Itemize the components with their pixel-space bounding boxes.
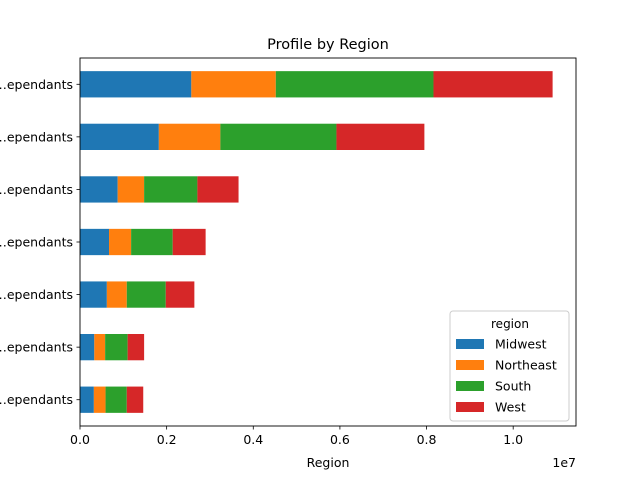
- legend-swatch-northeast: [456, 360, 484, 370]
- legend: region Midwest Northeast South West: [449, 310, 570, 422]
- x-axis-ticks: 0.0 0.2 0.4 0.6 0.8 1.0: [70, 426, 523, 447]
- bar-northeast-1: [158, 123, 221, 150]
- bar-west-3: [172, 228, 206, 256]
- bar-south-6: [105, 386, 127, 413]
- legend-items: Midwest Northeast South West: [456, 337, 557, 415]
- y-tick-label: …ependants: [0, 77, 73, 92]
- legend-label-south: South: [495, 379, 531, 394]
- bar-midwest-6: [80, 386, 94, 413]
- chart-title: Profile by Region: [267, 37, 389, 53]
- y-tick-label: …ependants: [0, 182, 73, 197]
- x-tick-label: 0.6: [330, 432, 350, 447]
- bar-south-5: [105, 334, 128, 361]
- bar-northeast-2: [117, 176, 145, 203]
- x-tick-label: 0.2: [157, 432, 177, 447]
- bar-northeast-0: [191, 71, 276, 98]
- y-axis-ticks: …ependants …ependants …ependants …ependants…: [0, 77, 80, 407]
- bar-midwest-4: [80, 281, 107, 308]
- legend-title: region: [491, 317, 529, 331]
- bar-west-1: [336, 123, 425, 150]
- plot-frame: [79, 57, 577, 427]
- x-axis-scale-label: 1e7: [552, 455, 576, 470]
- bar-northeast-3: [109, 228, 132, 256]
- bar-south-4: [126, 281, 166, 308]
- bar-south-3: [131, 228, 173, 256]
- bar-midwest-1: [80, 123, 159, 150]
- bar-midwest-3: [80, 228, 110, 256]
- y-tick-label: …ependants: [0, 287, 73, 302]
- bar-west-6: [126, 386, 144, 413]
- legend-label-northeast: Northeast: [495, 358, 557, 373]
- legend-frame: [449, 310, 570, 422]
- legend-swatch-south: [456, 381, 484, 391]
- bar-west-0: [433, 71, 553, 98]
- bar-northeast-4: [106, 281, 127, 308]
- bar-south-0: [275, 71, 434, 98]
- y-tick-label: …ependants: [0, 340, 73, 355]
- x-tick-label: 0.8: [417, 432, 437, 447]
- legend-swatch-midwest: [456, 339, 484, 349]
- bar-midwest-5: [80, 334, 95, 361]
- x-axis-label: Region: [307, 455, 350, 470]
- legend-swatch-west: [456, 402, 484, 412]
- bar-west-5: [127, 334, 145, 361]
- bar-south-2: [144, 176, 198, 203]
- legend-label-west: West: [495, 400, 526, 415]
- bar-midwest-2: [80, 176, 118, 203]
- bar-west-2: [197, 176, 239, 203]
- x-tick-label: 0.4: [243, 432, 263, 447]
- bar-west-4: [165, 281, 195, 308]
- y-tick-label: …ependants: [0, 235, 73, 250]
- bar-northeast-6: [93, 386, 106, 413]
- y-tick-label: …ependants: [0, 129, 73, 144]
- bar-south-1: [220, 123, 337, 150]
- bars-layer: [80, 71, 553, 413]
- legend-label-midwest: Midwest: [495, 337, 547, 352]
- y-tick-label: …ependants: [0, 392, 73, 407]
- x-tick-label: 1.0: [503, 432, 523, 447]
- x-tick-label: 0.0: [70, 432, 90, 447]
- bar-midwest-0: [80, 71, 192, 98]
- bar-northeast-5: [94, 334, 106, 361]
